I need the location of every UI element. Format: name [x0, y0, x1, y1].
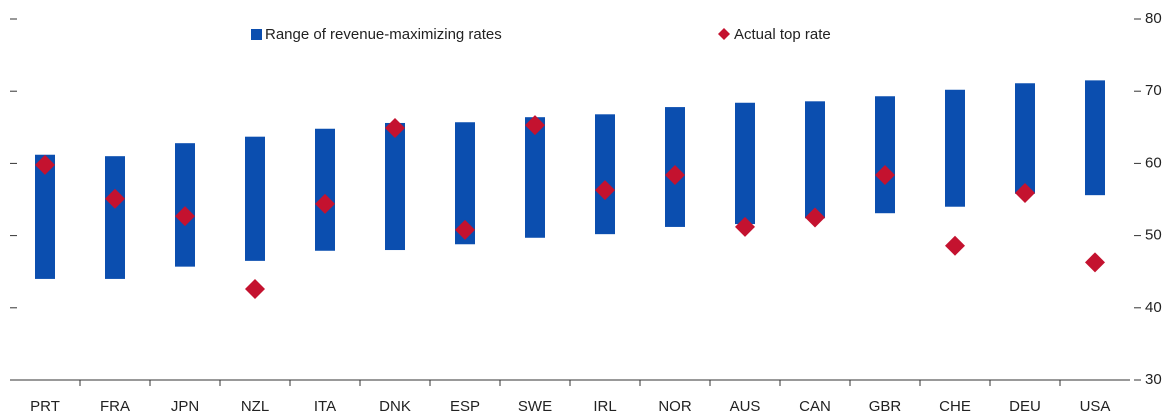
range-bar: [105, 156, 125, 279]
x-tick-label: PRT: [30, 398, 60, 415]
x-tick-label: JPN: [171, 398, 199, 415]
range-bar: [735, 102, 755, 225]
marker: [385, 118, 405, 139]
x-tick-label: NOR: [658, 398, 692, 415]
x-tick-label: DNK: [379, 398, 411, 415]
x-tick-label: IRL: [593, 398, 616, 415]
x-tick-label: AUS: [730, 398, 761, 415]
range-bar: [175, 143, 195, 267]
y-tick-label: 60: [1145, 154, 1162, 171]
y-tick-label: 50: [1145, 227, 1162, 244]
marker: [945, 235, 965, 256]
marker: [1015, 183, 1035, 204]
range-bar: [1085, 80, 1105, 196]
x-tick-label: GBR: [869, 398, 902, 415]
range-bar: [945, 89, 965, 207]
range-bar: [1015, 83, 1035, 194]
legend-label: Range of revenue-maximizing rates: [265, 26, 502, 43]
marker: [875, 164, 895, 185]
range-bar: [35, 154, 55, 279]
range-bar: [385, 122, 405, 251]
marker: [35, 154, 55, 175]
y-tick-label: 80: [1145, 10, 1162, 27]
x-tick-label: ITA: [314, 398, 336, 415]
marker: [735, 216, 755, 237]
y-tick-label: 30: [1145, 371, 1162, 388]
legend-swatch: [718, 28, 730, 40]
x-tick-label: CAN: [799, 398, 831, 415]
x-tick-label: DEU: [1009, 398, 1041, 415]
x-tick-label: CHE: [939, 398, 971, 415]
marker: [1085, 252, 1105, 273]
x-tick-label: FRA: [100, 398, 130, 415]
range-bar: [595, 114, 615, 235]
marker: [245, 279, 265, 300]
marker: [525, 115, 545, 136]
marker: [175, 206, 195, 227]
range-bar: [525, 117, 545, 238]
marker: [105, 188, 125, 209]
x-tick-label: ESP: [450, 398, 480, 415]
marker: [595, 180, 615, 201]
legend-swatch: [251, 29, 262, 40]
range-bar: [455, 122, 475, 245]
y-tick-label: 40: [1145, 299, 1162, 316]
range-bar: [315, 128, 335, 251]
range-bar: [245, 136, 265, 261]
legend-label: Actual top rate: [734, 26, 831, 43]
y-tick-label: 70: [1145, 82, 1162, 99]
marker: [315, 193, 335, 214]
marker: [665, 164, 685, 185]
range-bar: [805, 101, 825, 219]
x-tick-label: SWE: [518, 398, 552, 415]
x-tick-label: NZL: [241, 398, 269, 415]
x-tick-label: USA: [1080, 398, 1111, 415]
marker: [805, 207, 825, 228]
marker: [455, 219, 475, 240]
range-bar: [875, 96, 895, 214]
